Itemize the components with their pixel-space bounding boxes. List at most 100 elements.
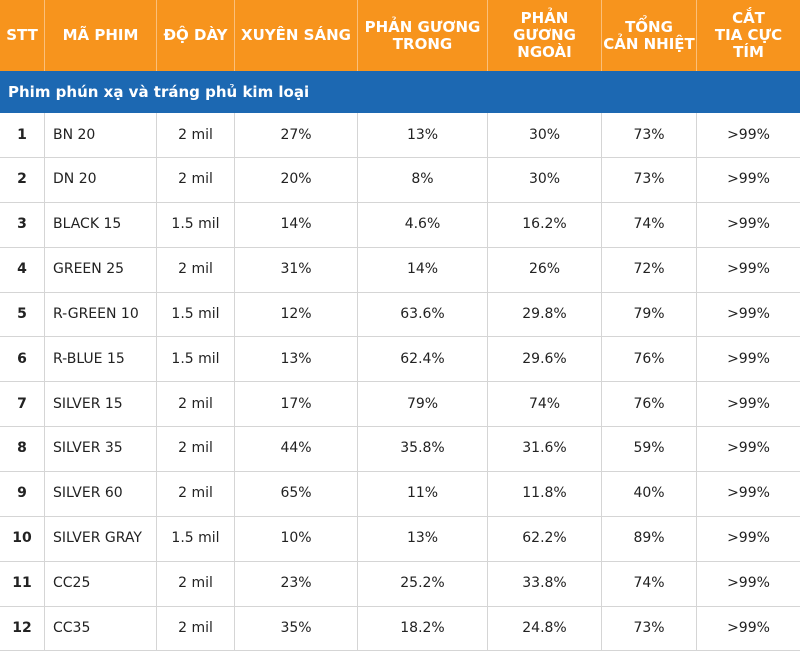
- table-cell: 14%: [235, 202, 358, 247]
- cell-text: >99%: [727, 171, 770, 188]
- cell-text: 65%: [280, 485, 312, 502]
- table-row: 3 BLACK 15 1.5 mil 14% 4.6% 16.2% 74% >99%: [0, 202, 800, 248]
- table-cell: 59%: [602, 426, 697, 471]
- table-cell: 62.2%: [488, 516, 602, 561]
- cell-text: >99%: [727, 440, 770, 457]
- cell-text: SILVER 60: [53, 485, 123, 502]
- table-cell: 33.8%: [488, 561, 602, 606]
- cell-text: 1.5 mil: [171, 216, 220, 233]
- cell-text: 29.6%: [522, 350, 567, 367]
- cell-text: >99%: [727, 305, 770, 322]
- table-cell: 29.6%: [488, 337, 602, 382]
- table-cell: 13%: [358, 113, 488, 157]
- cell-text: 17%: [280, 395, 312, 412]
- section-row: Phim phún xạ và tráng phủ kim loại: [0, 71, 800, 113]
- table-cell: 76%: [602, 337, 697, 382]
- table-cell: 74%: [602, 202, 697, 247]
- table-cell: 25.2%: [358, 561, 488, 606]
- cell-text: GREEN 25: [53, 261, 125, 278]
- cell-text: >99%: [727, 619, 770, 636]
- table-cell: 74%: [602, 561, 697, 606]
- cell-text: >99%: [727, 126, 770, 143]
- cell-text: R-BLUE 15: [53, 350, 125, 367]
- table-cell: CC35: [45, 606, 157, 651]
- table-cell: >99%: [697, 292, 800, 336]
- cell-text: 2 mil: [178, 485, 213, 502]
- cell-text: CC25: [53, 575, 91, 591]
- table-cell: CC25: [45, 561, 157, 606]
- cell-text: >99%: [727, 485, 770, 502]
- cell-text: SILVER 35: [53, 440, 123, 457]
- cell-text: 25.2%: [400, 575, 445, 591]
- cell-text: SILVER GRAY: [53, 530, 142, 547]
- table-cell: 13%: [235, 337, 358, 382]
- table-cell: BLACK 15: [45, 202, 157, 247]
- table-cell: 20%: [235, 157, 358, 202]
- cell-text: 62.2%: [522, 530, 567, 547]
- cell-text: 3: [17, 216, 27, 233]
- cell-text: 20%: [280, 171, 312, 188]
- cell-text: 9: [17, 485, 27, 502]
- cell-text: 14%: [406, 261, 439, 278]
- table-cell: >99%: [697, 472, 800, 516]
- cell-text: 59%: [633, 440, 665, 457]
- cell-text: 26%: [528, 261, 561, 278]
- table-cell: >99%: [697, 113, 800, 157]
- cell-text: 13%: [406, 530, 439, 547]
- table-cell: SILVER 60: [45, 471, 157, 516]
- cell-text: 29.8%: [522, 305, 567, 322]
- table-row: 12 CC35 2 mil 35% 18.2% 24.8% 73% >99%: [0, 606, 800, 651]
- table-row: 1 BN 20 2 mil 27% 13% 30% 73% >99%: [0, 113, 800, 158]
- cell-text: 5: [17, 305, 27, 322]
- table-row: 6 R-BLUE 15 1.5 mil 13% 62.4% 29.6% 76% >99%: [0, 337, 800, 383]
- cell-text: 76%: [633, 395, 665, 412]
- header-text: TRONG: [392, 34, 453, 53]
- cell-text: CC35: [53, 619, 91, 636]
- table-cell: 8: [0, 426, 45, 471]
- table-cell: 18.2%: [358, 606, 488, 651]
- table-cell: >99%: [697, 382, 800, 426]
- cell-text: >99%: [727, 350, 770, 367]
- cell-text: 1.5 mil: [171, 350, 220, 367]
- table-cell: >99%: [697, 427, 800, 471]
- cell-text: 2 mil: [178, 261, 213, 278]
- cell-text: 2 mil: [178, 575, 213, 591]
- header-text: PHẢN GƯƠNG: [364, 17, 481, 36]
- cell-text: 13%: [406, 126, 439, 143]
- header-cell: ĐỘ DÀY: [157, 0, 235, 71]
- cell-text: 2 mil: [178, 171, 213, 188]
- cell-text: 40%: [633, 485, 665, 502]
- table-cell: 79%: [358, 382, 488, 427]
- cell-text: >99%: [727, 575, 770, 591]
- table-cell: 11: [0, 561, 45, 606]
- header-cell: TỔNG CẢN NHIỆT: [602, 0, 697, 71]
- table-cell: 2 mil: [157, 426, 235, 471]
- table-cell: 16.2%: [488, 202, 602, 247]
- table-cell: 4.6%: [358, 202, 488, 247]
- cell-text: 79%: [406, 395, 439, 412]
- table-cell: R-GREEN 10: [45, 292, 157, 337]
- table-cell: 11%: [358, 471, 488, 516]
- table-cell: BN 20: [45, 113, 157, 157]
- cell-text: 11: [12, 575, 32, 591]
- cell-text: 76%: [633, 350, 665, 367]
- table-row: 2 DN 20 2 mil 20% 8% 30% 73% >99%: [0, 157, 800, 203]
- table-cell: SILVER 15: [45, 382, 157, 427]
- cell-text: R-GREEN 10: [53, 305, 139, 322]
- table-cell: 24.8%: [488, 606, 602, 651]
- table-cell: >99%: [697, 337, 800, 381]
- table-cell: 79%: [602, 292, 697, 337]
- table-cell: 2 mil: [157, 471, 235, 516]
- cell-text: 11.8%: [522, 485, 567, 502]
- cell-text: 13%: [280, 350, 312, 367]
- table-cell: 76%: [602, 382, 697, 427]
- table-cell: 13%: [358, 516, 488, 561]
- cell-text: 10%: [280, 530, 312, 547]
- table-cell: 2 mil: [157, 606, 235, 651]
- header-cell: XUYÊN SÁNG: [235, 0, 358, 71]
- table-cell: DN 20: [45, 157, 157, 202]
- table-cell: 30%: [488, 113, 602, 157]
- table-cell: 35%: [235, 606, 358, 651]
- cell-text: 1.5 mil: [171, 305, 220, 322]
